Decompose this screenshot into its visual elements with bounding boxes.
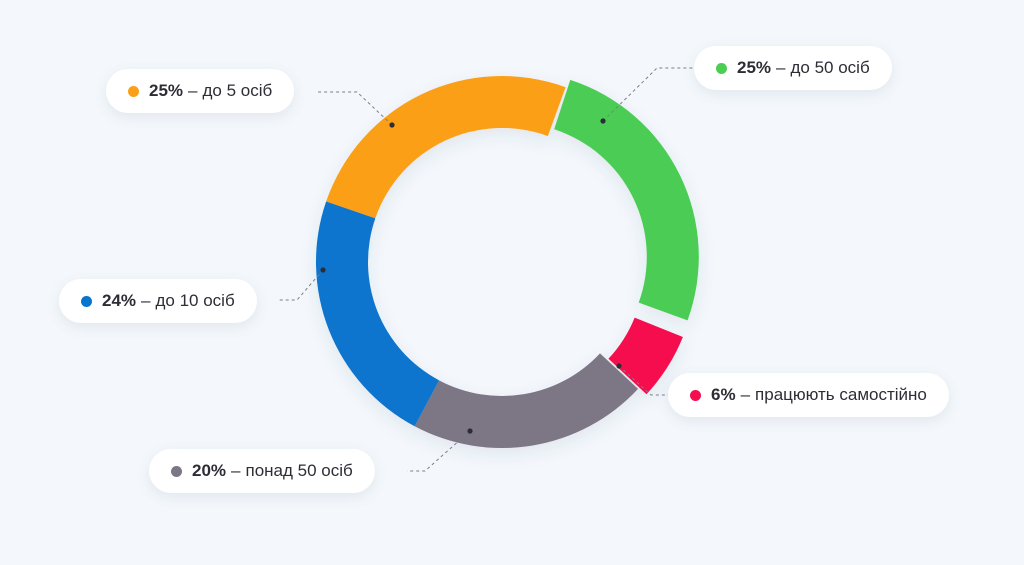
separator: – xyxy=(231,461,241,480)
percent-label: 6% xyxy=(711,385,736,404)
leader-anchor-s1 xyxy=(389,122,395,128)
legend-dot-under-50 xyxy=(716,62,727,74)
donut-slice-s2 xyxy=(554,79,699,321)
leader-anchor-s3 xyxy=(616,363,622,369)
label-pill-self-employed: 6% – працюють самостійно xyxy=(668,373,949,417)
leader-line-s2 xyxy=(602,67,694,122)
label-pill-under-50: 25% – до 50 осіб xyxy=(694,46,892,90)
leader-line-s1 xyxy=(316,91,393,126)
percent-label: 20% xyxy=(192,461,227,480)
separator: – xyxy=(141,291,151,310)
separator: – xyxy=(740,385,751,404)
leader-line-s3 xyxy=(618,365,668,396)
slice-description: до 50 осіб xyxy=(790,58,870,77)
legend-dot-over-50 xyxy=(171,465,182,477)
leader-line-s4 xyxy=(407,430,471,472)
label-pill-over-50: 20% – понад 50 осіб xyxy=(149,449,375,493)
slice-description: до 5 осіб xyxy=(202,81,273,100)
slice-description: понад 50 осіб xyxy=(245,461,353,480)
donut-slice-s4 xyxy=(414,353,639,448)
leader-anchor-s4 xyxy=(467,428,473,434)
separator: – xyxy=(188,81,198,100)
donut-slice-s1 xyxy=(326,76,566,219)
leader-anchor-s2 xyxy=(600,118,606,124)
slice-description: працюють самостійно xyxy=(755,385,927,404)
percent-label: 25% xyxy=(737,58,772,77)
label-pill-under-10: 24% – до 10 осіб xyxy=(59,279,257,323)
slice-description: до 10 осіб xyxy=(155,291,235,310)
legend-dot-self-employed xyxy=(690,389,701,401)
legend-dot-under-5 xyxy=(128,85,139,97)
legend-dot-under-10 xyxy=(81,295,92,307)
leader-line-s5 xyxy=(277,269,324,301)
donut-slice-s5 xyxy=(316,201,440,427)
leader-anchor-s5 xyxy=(320,267,326,273)
separator: – xyxy=(776,58,786,77)
label-pill-under-5: 25% – до 5 осіб xyxy=(106,69,295,113)
donut-slice-s3 xyxy=(608,317,683,395)
percent-label: 24% xyxy=(102,291,137,310)
percent-label: 25% xyxy=(149,81,184,100)
